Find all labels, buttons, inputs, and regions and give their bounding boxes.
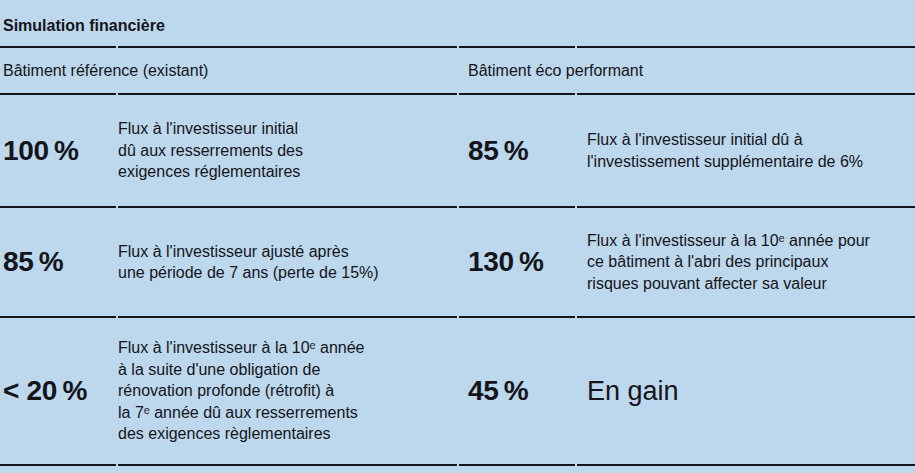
reference-description: Flux à l'investisseur ajusté après une p… [118,208,457,318]
eco-description: Flux à l'investisseur à la 10ᵉ année pou… [577,208,915,318]
bottom-margin [459,466,575,473]
bottom-margin [577,466,915,473]
eco-gain-label: En gain [577,318,915,466]
column-header-eco-cell: Bâtiment éco performant [459,48,575,95]
eco-percent-value: 45 % [459,318,575,466]
table-title-cell: Simulation financière [0,0,116,48]
title-row-spacer [577,0,915,48]
reference-description: Flux à l'investisseur initial dû aux res… [118,95,457,208]
title-row-spacer [459,0,575,48]
financial-simulation-table: Simulation financière Bâtiment référence… [0,0,915,473]
reference-description: Flux à l'investisseur à la 10ᵉ année à l… [118,318,457,466]
header-row-spacer [577,48,915,95]
reference-percent-value: 100 % [0,95,116,208]
title-row-spacer [118,0,457,48]
column-header-reference-cell: Bâtiment référence (existant) [0,48,116,95]
eco-percent-value: 130 % [459,208,575,318]
header-row-spacer [118,48,457,95]
eco-description: Flux à l'investisseur initial dû à l'inv… [577,95,915,208]
bottom-margin [0,466,116,473]
reference-percent-value: 85 % [0,208,116,318]
eco-percent-value: 85 % [459,95,575,208]
bottom-margin [118,466,457,473]
reference-percent-value: < 20 % [0,318,116,466]
